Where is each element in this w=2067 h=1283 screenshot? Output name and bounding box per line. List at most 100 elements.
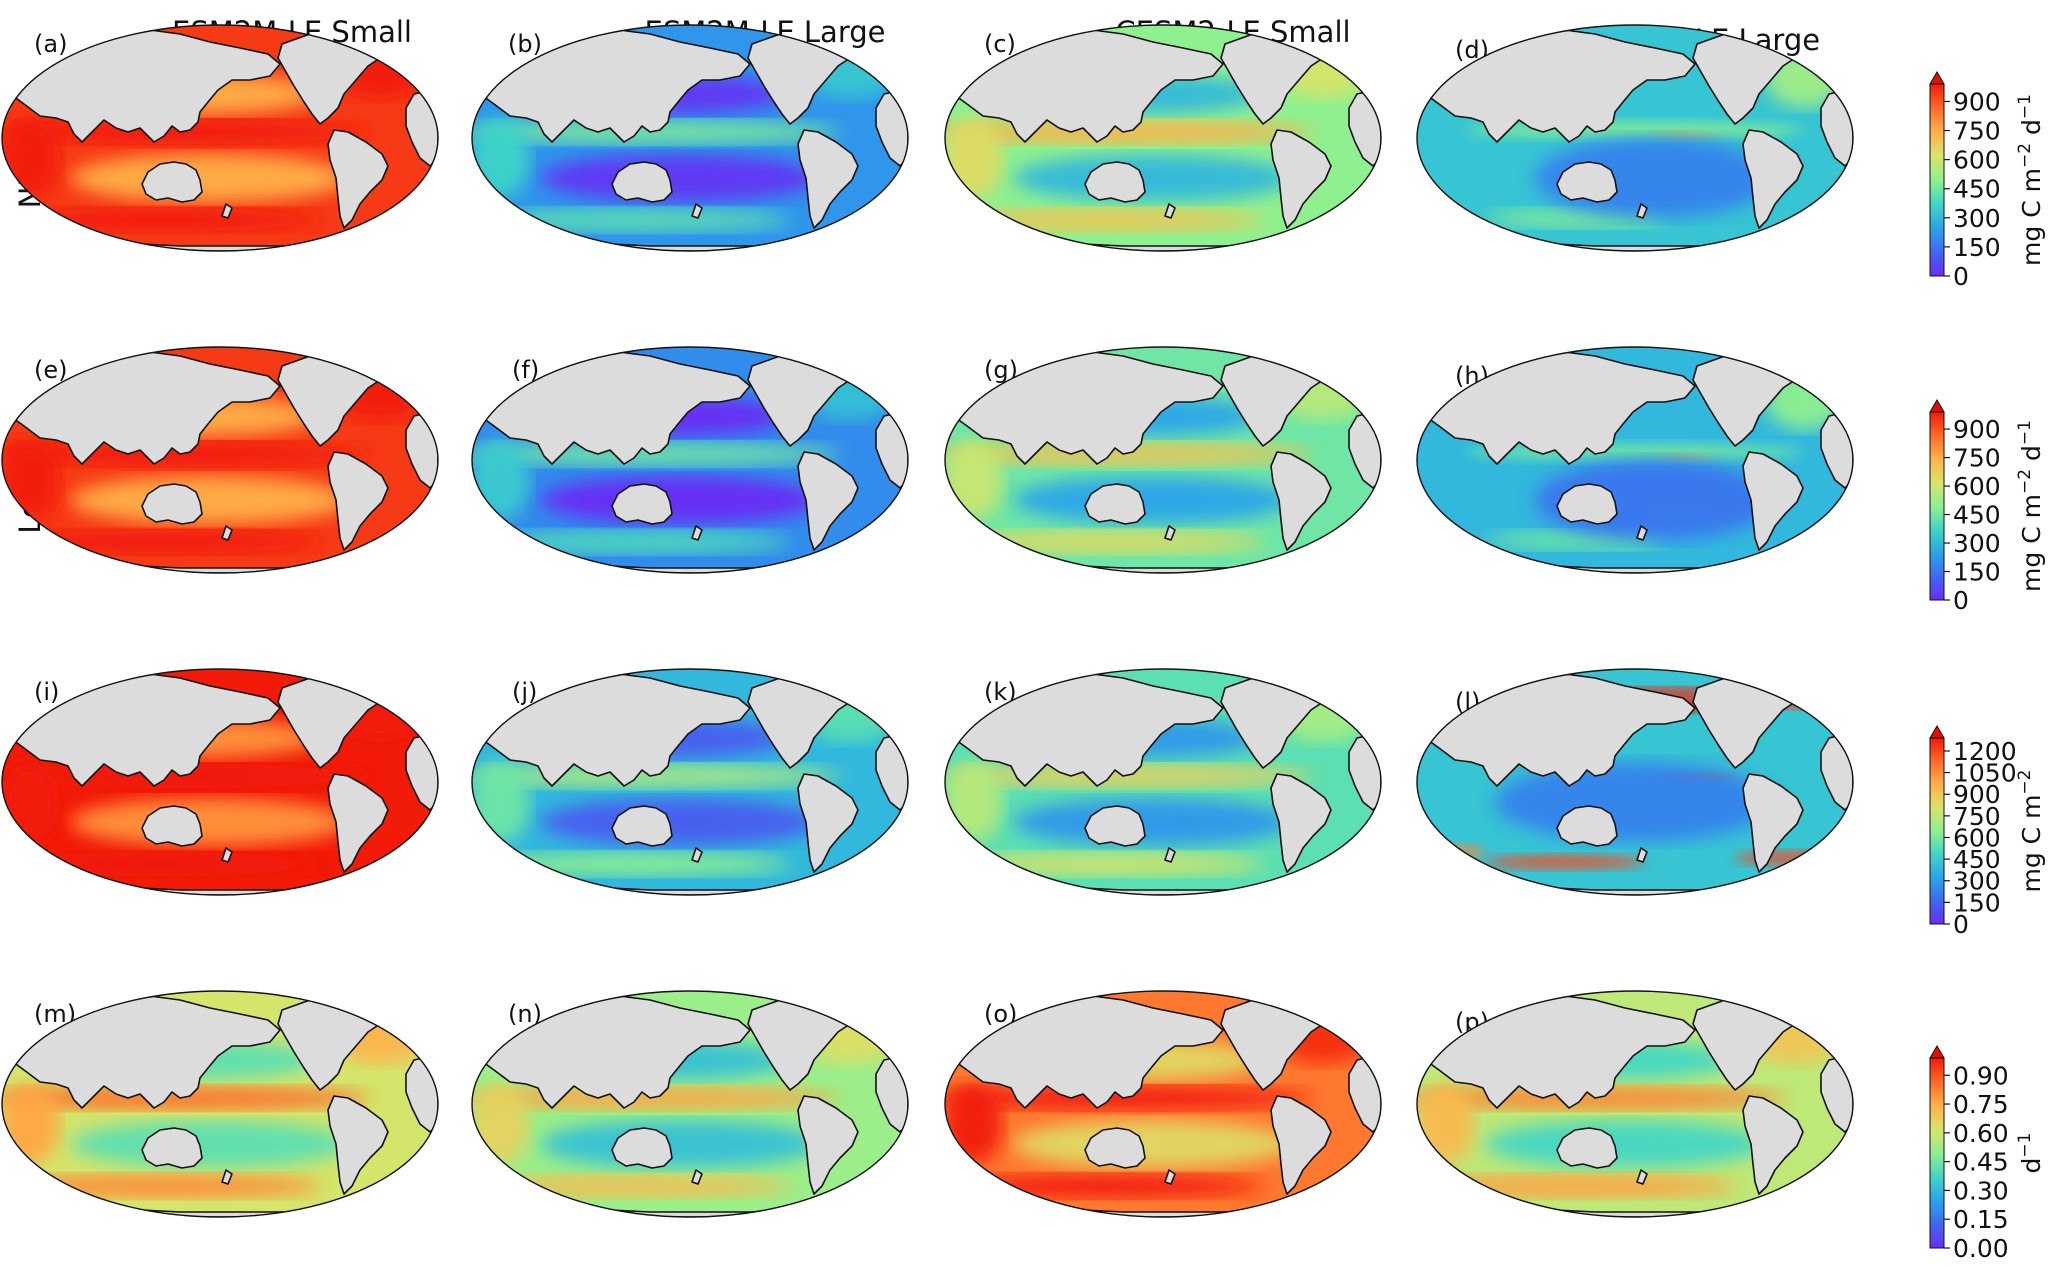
ocean-field-patch bbox=[2, 1174, 320, 1198]
ocean-field-patch bbox=[70, 798, 350, 846]
map-panel bbox=[471, 668, 909, 896]
map-frame bbox=[1416, 346, 1854, 574]
panel-letter: (f) bbox=[512, 356, 539, 384]
land-newzealand bbox=[691, 1169, 703, 1185]
land-southAmerica bbox=[1270, 129, 1332, 229]
map-frame bbox=[1, 668, 439, 896]
land-newzealand bbox=[1164, 525, 1176, 541]
ocean-field-patch bbox=[472, 1174, 790, 1198]
ocean-field-patch bbox=[540, 798, 820, 846]
map-ocean bbox=[2, 347, 438, 573]
ocean-field-patch bbox=[540, 154, 820, 202]
land-newzealand bbox=[691, 525, 703, 541]
land-australia bbox=[611, 483, 673, 525]
land-newzealand bbox=[691, 203, 703, 219]
ocean-field-patch bbox=[2, 208, 320, 232]
map-panel bbox=[1416, 346, 1854, 574]
ocean-field-patch bbox=[945, 118, 1003, 198]
panel-letter: (a) bbox=[34, 30, 67, 58]
land-newzealand bbox=[1164, 847, 1176, 863]
map-ocean bbox=[472, 669, 908, 895]
colorbar-tick-label: 0.45 bbox=[1953, 1148, 2009, 1177]
colorbar-tick-label: 600 bbox=[1953, 823, 2001, 852]
map-ocean bbox=[2, 669, 438, 895]
land-asia bbox=[472, 29, 751, 143]
colorbar-tick-label: 1200 bbox=[1953, 737, 2017, 766]
ocean-field-patch bbox=[472, 852, 790, 876]
land-australia bbox=[611, 161, 673, 203]
ocean-field-patch bbox=[1013, 798, 1293, 846]
ocean-field-patch bbox=[1417, 1174, 1735, 1198]
ocean-field-patch bbox=[2, 118, 60, 198]
land-australia bbox=[141, 483, 203, 525]
colorbar-tick-label: 900 bbox=[1953, 87, 2001, 116]
land-southAmerica bbox=[1270, 773, 1332, 873]
map-frame bbox=[1, 990, 439, 1218]
ocean-field-patch bbox=[472, 1084, 530, 1164]
land-asia bbox=[2, 29, 281, 143]
colorbar-gradient bbox=[1929, 411, 1945, 601]
land-australia bbox=[611, 1127, 673, 1169]
map-frame bbox=[471, 346, 909, 574]
ocean-field-patch bbox=[945, 208, 1263, 232]
colorbar-tick-label: 150 bbox=[1953, 888, 2001, 917]
land-australia bbox=[1556, 483, 1618, 525]
ocean-field-patch bbox=[2, 530, 320, 554]
land-greenland bbox=[1804, 991, 1834, 1013]
map-frame bbox=[1416, 668, 1854, 896]
map-frame bbox=[944, 346, 1382, 574]
map-panels bbox=[1, 24, 1854, 1218]
colorbar-tick-label: 600 bbox=[1953, 146, 2001, 175]
colorbar-unit-label: mg C m−2 d−1 bbox=[2015, 420, 2046, 592]
ocean-field-patch bbox=[945, 440, 1003, 520]
land-greenland bbox=[1332, 669, 1362, 691]
land-asia bbox=[945, 351, 1224, 465]
land-greenland bbox=[389, 669, 419, 691]
land-southAmerica bbox=[1270, 1095, 1332, 1195]
colorbar-tick-label: 0 bbox=[1953, 910, 1969, 939]
land-southAmerica bbox=[1742, 129, 1804, 229]
ocean-field-patch bbox=[540, 1120, 820, 1168]
land-asia bbox=[472, 673, 751, 787]
panel-letter: (b) bbox=[508, 30, 542, 58]
land-southAmerica bbox=[1270, 451, 1332, 551]
ocean-field-patch bbox=[472, 208, 790, 232]
colorbar-extend-arrow bbox=[1929, 71, 1945, 85]
map-panel bbox=[1, 24, 439, 252]
land-newzealand bbox=[1636, 1169, 1648, 1185]
land-australia bbox=[1556, 161, 1618, 203]
colorbar-tick-label: 0 bbox=[1953, 262, 1969, 291]
map-frame bbox=[471, 24, 909, 252]
map-frame bbox=[1, 346, 439, 574]
land-southAmerica bbox=[797, 129, 859, 229]
land-southAmerica bbox=[1742, 773, 1804, 873]
land-newzealand bbox=[221, 203, 233, 219]
land-australia bbox=[1556, 1127, 1618, 1169]
land-australia bbox=[141, 805, 203, 847]
panel-letter: (e) bbox=[34, 356, 68, 384]
map-panel bbox=[944, 990, 1382, 1218]
map-ocean bbox=[472, 347, 908, 573]
ocean-field-patch bbox=[70, 154, 350, 202]
panel-letter: (i) bbox=[34, 678, 59, 706]
colorbar-gradient bbox=[1929, 83, 1945, 277]
map-ocean bbox=[472, 25, 908, 251]
ocean-field-patch bbox=[945, 1084, 1003, 1164]
land-greenland bbox=[389, 347, 419, 369]
map-frame bbox=[1416, 24, 1854, 252]
map-frame bbox=[471, 990, 909, 1218]
colorbar-tick-label: 750 bbox=[1953, 802, 2001, 831]
map-panel bbox=[1416, 668, 1854, 896]
land-greenland bbox=[859, 991, 889, 1013]
land-asia bbox=[945, 673, 1224, 787]
land-australia bbox=[141, 161, 203, 203]
ocean-field-patch bbox=[1485, 1120, 1765, 1168]
land-asia bbox=[472, 995, 751, 1109]
colorbar-tick-label: 150 bbox=[1953, 233, 2001, 262]
land-greenland bbox=[1332, 991, 1362, 1013]
land-australia bbox=[1084, 483, 1146, 525]
